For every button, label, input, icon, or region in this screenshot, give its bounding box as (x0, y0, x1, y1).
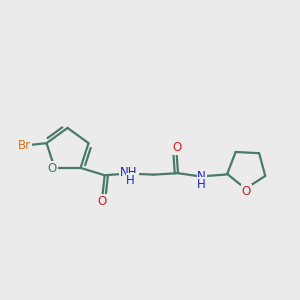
Text: O: O (242, 184, 251, 198)
Text: O: O (98, 195, 107, 208)
Text: O: O (48, 162, 57, 175)
Text: N: N (197, 169, 206, 183)
Text: H: H (197, 178, 206, 191)
Text: O: O (172, 141, 181, 154)
Text: Br: Br (18, 139, 31, 152)
Text: H: H (126, 174, 135, 187)
Text: NH: NH (120, 167, 138, 179)
